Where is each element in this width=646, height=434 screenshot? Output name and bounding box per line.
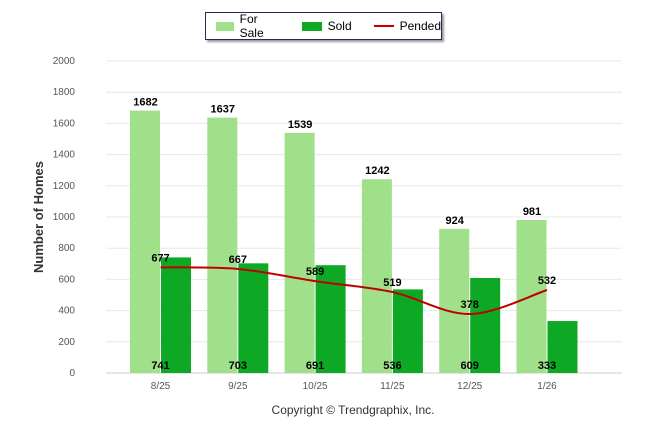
y-axis-title: Number of Homes — [31, 161, 46, 273]
bar-sold — [547, 321, 578, 373]
line-pended — [160, 266, 548, 316]
bar-for-sale — [361, 179, 392, 373]
data-label-pended: 519 — [383, 277, 401, 289]
legend-label: Sold — [327, 19, 352, 33]
data-label-sold: 741 — [151, 360, 169, 372]
bar-for-sale — [284, 132, 315, 373]
data-label-pended: 667 — [229, 254, 247, 266]
x-tick-label: 11/25 — [380, 381, 405, 392]
legend-for-sale: For Sale — [216, 12, 280, 40]
data-label-for-sale: 981 — [523, 206, 541, 218]
data-label-sold: 703 — [229, 360, 247, 372]
legend-label: Pended — [399, 19, 441, 33]
x-tick-label: 1/26 — [537, 381, 557, 392]
y-tick-label: 0 — [69, 368, 75, 379]
x-tick-label: 8/25 — [151, 381, 171, 392]
bar-sold — [392, 289, 423, 373]
data-label-for-sale: 924 — [446, 215, 465, 227]
data-label-for-sale: 1682 — [133, 97, 157, 109]
data-label-for-sale: 1637 — [211, 104, 235, 116]
y-tick-label: 1200 — [53, 181, 76, 192]
data-label-sold: 609 — [461, 360, 479, 372]
data-label-pended: 378 — [461, 299, 479, 311]
y-tick-label: 1400 — [53, 150, 76, 161]
legend-sold: Sold — [301, 19, 352, 33]
bar-for-sale — [207, 117, 238, 374]
data-label-sold: 536 — [383, 360, 401, 372]
data-label-for-sale: 1539 — [288, 119, 312, 131]
legend-label: For Sale — [239, 12, 264, 40]
data-label-pended: 532 — [538, 275, 556, 287]
y-tick-label: 400 — [58, 306, 75, 317]
bar-sold — [161, 257, 191, 373]
data-label-pended: 589 — [306, 266, 324, 278]
y-tick-label: 600 — [58, 274, 75, 285]
y-tick-label: 1000 — [53, 212, 76, 223]
y-tick-label: 1600 — [53, 118, 76, 129]
bar-sold — [470, 277, 501, 373]
copyright: Copyright © Trendgraphix, Inc. — [271, 403, 435, 417]
data-label-sold: 333 — [538, 360, 556, 372]
data-label-for-sale: 1242 — [365, 165, 389, 177]
bar-for-sale — [439, 228, 470, 373]
bar-sold — [238, 263, 269, 373]
data-label-sold: 691 — [306, 360, 324, 372]
y-tick-label: 2000 — [53, 56, 76, 67]
y-tick-label: 800 — [58, 243, 75, 254]
bar-for-sale — [130, 110, 160, 373]
x-tick-label: 10/25 — [303, 381, 328, 392]
legend-pended: Pended — [373, 19, 441, 33]
y-tick-label: 200 — [58, 337, 75, 348]
legend: For Sale Sold Pended — [205, 12, 442, 40]
y-tick-label: 1800 — [53, 87, 76, 98]
x-tick-label: 12/25 — [457, 381, 482, 392]
x-tick-label: 9/25 — [228, 381, 248, 392]
data-label-pended: 677 — [151, 252, 169, 264]
